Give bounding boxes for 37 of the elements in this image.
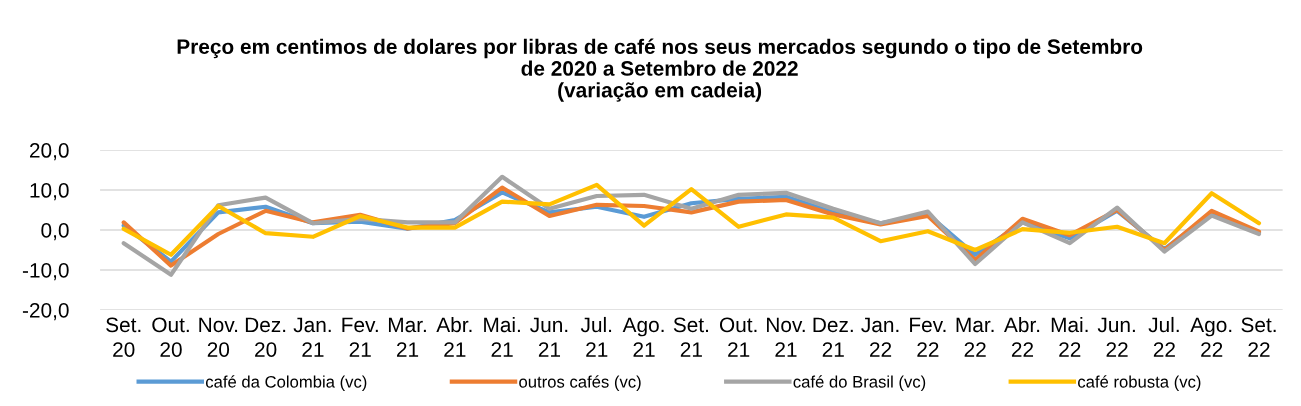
x-tick-label: Fev. 21 — [342, 317, 378, 357]
chart-title: Preço em centimos de dolares por libras de café nos seus mercados segundo o tipo de Setembro de 2020 a Setembro de 2022 (variação em cadeia) — [177, 38, 1143, 102]
y-tick-label: 0,0 — [41, 223, 69, 241]
x-tick-label: Jun. 21 — [530, 317, 568, 357]
y-tick-label: 10,0 — [30, 183, 69, 201]
x-tick-label: Jun. 22 — [1097, 317, 1135, 357]
line-series — [121, 174, 1262, 277]
legend-label: café da Colombia (vc) — [205, 375, 367, 391]
y-tick-label: -20,0 — [22, 302, 69, 321]
x-tick-label: Fev. 22 — [910, 317, 946, 357]
x-tick-label: Ago. 21 — [622, 317, 664, 357]
x-tick-label: Jul. 21 — [580, 316, 612, 357]
x-tick-label: Ago. 22 — [1190, 317, 1232, 357]
y-tick-label: -10,0 — [22, 262, 69, 281]
legend-label: café robusta (vc) — [1078, 375, 1201, 391]
legend-label: café do Brasil (vc) — [793, 375, 926, 391]
x-tick-label: Out. 21 — [719, 317, 757, 357]
legend-label: outros cafés (vc) — [519, 375, 641, 391]
x-tick-label: Mar. 21 — [388, 317, 426, 357]
x-tick-label: Dez. 21 — [813, 317, 853, 357]
x-tick-label: Set. 22 — [1241, 317, 1276, 357]
x-tick-label: Abr. 22 — [1003, 316, 1040, 357]
x-tick-label: Out. 20 — [152, 317, 189, 357]
x-tick-label: Mai. 21 — [484, 316, 520, 357]
x-tick-label: Dez. 20 — [245, 317, 286, 357]
x-tick-label: Jan. 21 — [293, 317, 331, 357]
x-tick-label: Abr. 21 — [436, 316, 472, 357]
x-tick-label: Set. 21 — [673, 317, 708, 357]
x-tick-label: Mai. 22 — [1051, 316, 1088, 357]
x-tick-label: Jul. 22 — [1148, 316, 1179, 357]
x-tick-label: Set. 20 — [106, 317, 141, 357]
x-tick-label: Nov. 21 — [767, 317, 805, 357]
line-series — [121, 182, 1262, 257]
y-tick-label: 20,0 — [30, 143, 69, 161]
x-tick-label: Mar. 22 — [956, 317, 994, 357]
x-tick-label: Jan. 22 — [861, 317, 899, 357]
x-tick-label: Nov. 20 — [199, 317, 238, 357]
